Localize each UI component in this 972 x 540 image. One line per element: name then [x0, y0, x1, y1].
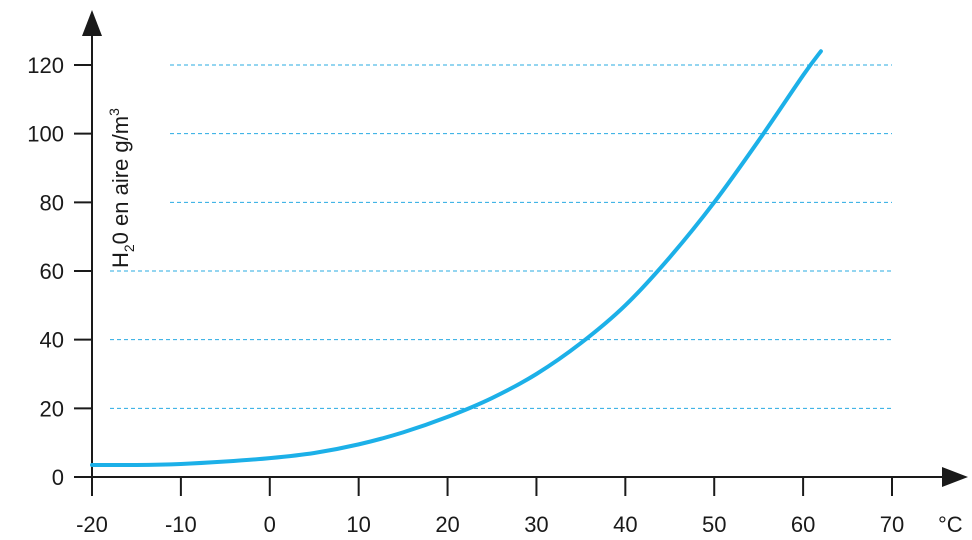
y-tick-label: 0 — [52, 465, 64, 490]
y-tick-label: 40 — [40, 328, 64, 353]
y-tick-label: 100 — [27, 122, 64, 147]
y-tick-label: 60 — [40, 259, 64, 284]
x-axis-label: °C — [938, 512, 963, 537]
x-tick-label: -20 — [76, 512, 108, 537]
y-axis-label: H20 en aire g/m3 — [106, 108, 137, 268]
series — [90, 49, 823, 468]
x-tick-label: 60 — [791, 512, 815, 537]
y-axis-arrow — [82, 10, 102, 36]
y-tick-label: 20 — [40, 396, 64, 421]
y-axis-label-middle: 0 en aire g/m — [108, 116, 133, 244]
axes — [82, 10, 968, 487]
y-tick-label: 80 — [40, 190, 64, 215]
ticks — [74, 64, 893, 496]
y-axis-label-prefix: H — [108, 252, 133, 268]
series-line-0 — [90, 49, 823, 468]
x-tick-label: 20 — [435, 512, 459, 537]
x-tick-label: 70 — [880, 512, 904, 537]
tick-labels: 0 20 40 60 80 100 120 -20 -10 0 10 20 30 40 50 60 70 — [27, 53, 904, 537]
x-tick-label: 50 — [702, 512, 726, 537]
x-axis-arrow — [942, 467, 968, 487]
x-tick-label: -10 — [165, 512, 197, 537]
x-tick-label: 40 — [613, 512, 637, 537]
x-tick-label: 30 — [524, 512, 548, 537]
y-axis-label-sup: 3 — [106, 108, 122, 116]
x-tick-label: 10 — [346, 512, 370, 537]
x-tick-label: 0 — [264, 512, 276, 537]
gridlines — [110, 64, 892, 409]
y-tick-label: 120 — [27, 53, 64, 78]
y-axis-label-sub: 2 — [121, 244, 137, 252]
